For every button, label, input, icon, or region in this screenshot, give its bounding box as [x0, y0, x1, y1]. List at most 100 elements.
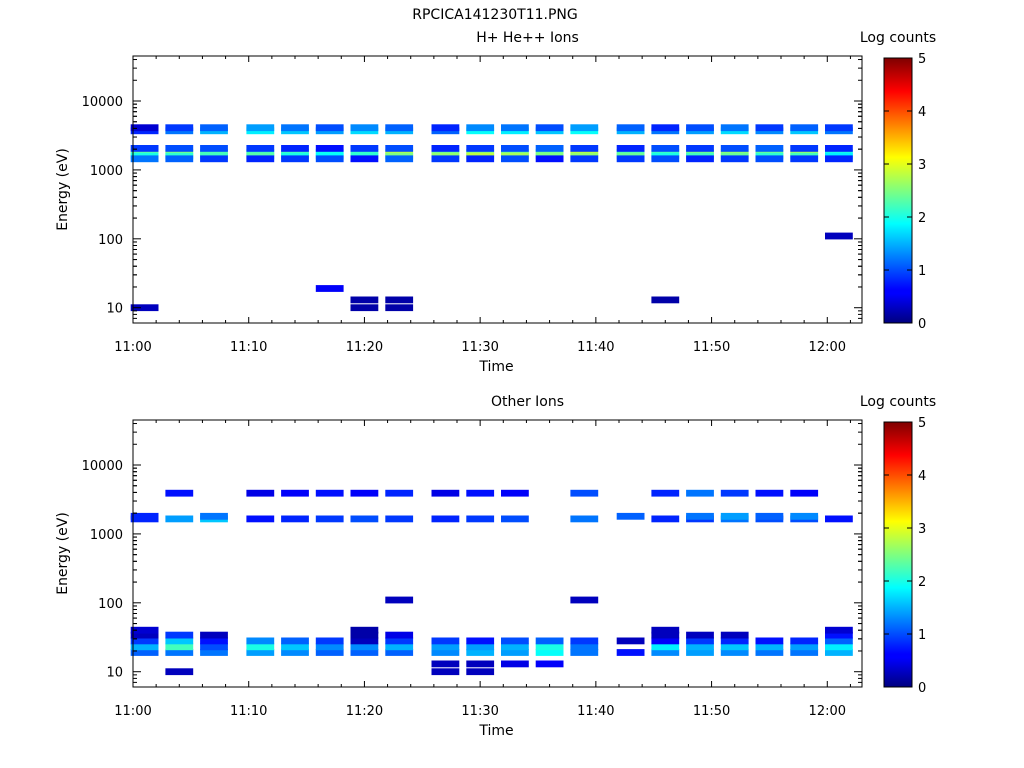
heatmap-cell: [720, 643, 749, 651]
heatmap-cell: [501, 515, 529, 523]
heatmap-cell: [385, 515, 414, 523]
colorbar-tick-label: 4: [918, 105, 926, 120]
heatmap-cell: [570, 637, 599, 645]
y-axis-label: Energy (eV): [55, 512, 71, 595]
heatmap-cell: [651, 489, 680, 497]
heatmap-cell: [130, 631, 159, 639]
heatmap-cell: [535, 148, 564, 156]
heatmap-cell: [570, 515, 599, 523]
heatmap-cell: [686, 124, 714, 132]
colorbar-tick-label: 4: [918, 469, 926, 484]
heatmap-cell: [570, 145, 599, 152]
heatmap-cell: [385, 304, 414, 312]
heatmap-cell: [466, 489, 495, 497]
x-tick-label: 11:30: [461, 340, 498, 355]
heatmap-cell: [431, 649, 460, 656]
heatmap-cell: [385, 124, 414, 132]
heatmap-cell: [246, 124, 275, 132]
heatmap-cell: [130, 148, 159, 156]
heatmap-cell: [385, 489, 414, 497]
heatmap-cell: [350, 145, 379, 152]
heatmap-cell: [350, 515, 379, 523]
heatmap-cell: [825, 631, 853, 639]
heatmap-cell: [200, 124, 228, 132]
heatmap-cell: [130, 643, 159, 651]
heatmap-cell: [686, 489, 714, 497]
y-tick-label: 100: [98, 233, 123, 248]
heatmap-cell: [790, 148, 819, 156]
heatmap-cell: [130, 155, 159, 163]
heatmap-cell: [790, 637, 819, 645]
heatmap-cell: [130, 649, 159, 656]
heatmap-cell: [755, 155, 784, 163]
heatmap-cell: [246, 637, 275, 645]
plot-frame: [132, 55, 863, 324]
heatmap-cell: [501, 489, 529, 497]
heatmap-cell: [501, 649, 529, 656]
x-tick-label: 11:00: [114, 704, 151, 719]
heatmap-cell: [200, 631, 228, 639]
colorbar-tick-label: 0: [918, 681, 926, 696]
heatmap-cell: [501, 155, 529, 163]
heatmap-cell: [385, 643, 414, 651]
heatmap-cell: [686, 155, 714, 163]
heatmap-cell: [281, 637, 309, 645]
heatmap-cell: [466, 649, 495, 656]
heatmap-cell: [651, 626, 680, 634]
x-tick-label: 11:40: [577, 704, 614, 719]
heatmap-cell: [686, 148, 714, 156]
heatmap-cell: [466, 145, 495, 152]
panel-1: 11:00 11:10 11:20 11:30 11:40 11:50 12:0010100…: [55, 394, 936, 739]
heatmap-cell: [431, 124, 460, 132]
heatmap-cell: [350, 643, 379, 651]
heatmap-cell: [165, 649, 194, 656]
heatmap-cell: [385, 155, 414, 163]
heatmap-cell: [535, 637, 564, 645]
heatmap-cell: [350, 489, 379, 497]
heatmap-cell: [651, 148, 680, 156]
heatmap-cell: [535, 155, 564, 163]
heatmap-cell: [315, 643, 344, 651]
heatmap-cell: [755, 512, 784, 520]
heatmap-cell: [130, 304, 159, 312]
heatmap-cells: [130, 124, 853, 312]
colorbar: [883, 57, 913, 324]
heatmap-cell: [535, 643, 564, 651]
heatmap-cell: [350, 626, 379, 634]
heatmap-cell: [431, 145, 460, 152]
colorbar-tick-label: 5: [918, 52, 926, 67]
heatmap-cell: [535, 124, 564, 132]
heatmap-cell: [466, 155, 495, 163]
heatmap-cell: [130, 512, 159, 520]
heatmap-cell: [350, 649, 379, 656]
heatmap-cell: [570, 489, 599, 497]
heatmap-cell: [755, 649, 784, 656]
colorbar-tick-label: 3: [918, 158, 926, 173]
heatmap-cell: [200, 649, 228, 656]
heatmap-cell: [315, 155, 344, 163]
heatmap-cell: [281, 148, 309, 156]
heatmap-cell: [385, 649, 414, 656]
heatmap-cell: [431, 155, 460, 163]
colorbar-tick-label: 0: [918, 317, 926, 332]
heatmap-cell: [651, 145, 680, 152]
heatmap-cell: [825, 124, 853, 132]
heatmap-cell: [501, 643, 529, 651]
heatmap-cell: [720, 512, 749, 520]
colorbar-label: Log counts: [860, 394, 936, 410]
heatmap-cell: [825, 649, 853, 656]
heatmap-cell: [130, 145, 159, 152]
y-tick-label: 1000: [90, 164, 123, 179]
heatmap-cell: [165, 643, 194, 651]
heatmap-cell: [385, 296, 414, 304]
heatmap-cell: [165, 637, 194, 645]
x-tick-label: 11:00: [114, 340, 151, 355]
heatmap-cell: [165, 145, 194, 152]
heatmap-cell: [200, 155, 228, 163]
heatmap-cell: [350, 296, 379, 304]
heatmap-cell: [501, 145, 529, 152]
heatmap-cell: [720, 155, 749, 163]
x-tick-label: 11:10: [230, 340, 267, 355]
heatmap-cell: [501, 124, 529, 132]
